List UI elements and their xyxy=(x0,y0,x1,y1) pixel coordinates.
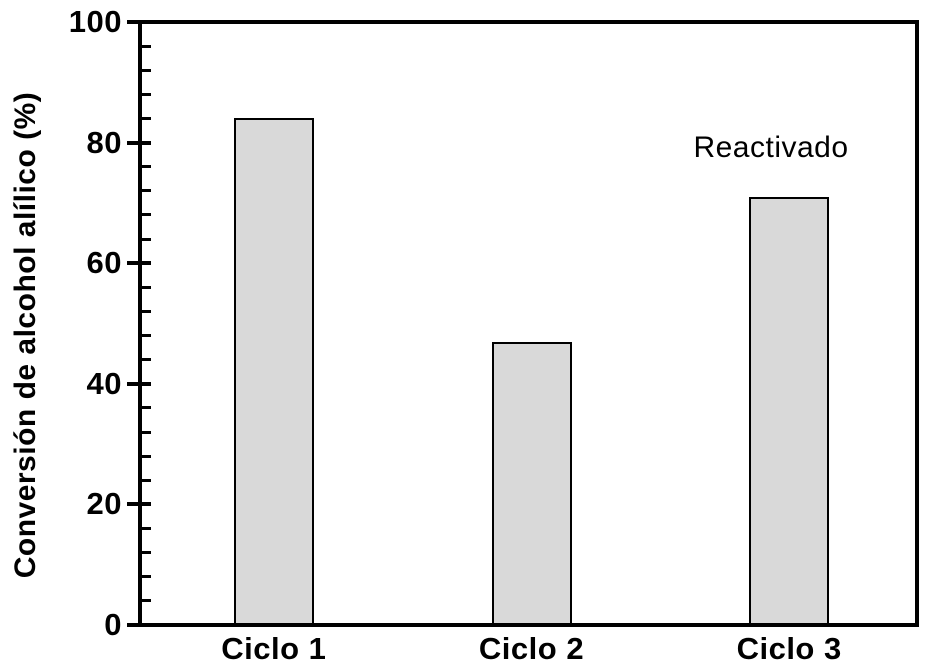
y-minor-tick xyxy=(142,165,151,169)
y-minor-tick xyxy=(142,309,151,313)
x-axis-label: Ciclo 2 xyxy=(478,631,585,666)
x-axis-label: Ciclo 1 xyxy=(221,631,327,666)
y-minor-tick xyxy=(142,406,151,410)
y-major-tick xyxy=(127,623,151,627)
y-minor-tick xyxy=(142,285,151,289)
y-major-tick xyxy=(127,261,151,266)
y-tick-label: 40 xyxy=(86,365,122,401)
y-minor-tick xyxy=(142,213,151,217)
x-axis-label: Ciclo 3 xyxy=(736,631,842,666)
y-tick-label: 60 xyxy=(86,245,122,281)
y-minor-tick xyxy=(142,599,151,603)
y-minor-tick xyxy=(142,527,151,531)
y-minor-tick xyxy=(142,478,151,482)
y-minor-tick xyxy=(142,551,151,555)
y-minor-tick xyxy=(142,237,151,241)
y-minor-tick xyxy=(142,68,151,72)
y-minor-tick xyxy=(142,575,151,579)
y-major-tick xyxy=(127,381,151,386)
y-tick-label: 20 xyxy=(86,486,122,522)
y-minor-tick xyxy=(142,358,151,362)
y-minor-tick xyxy=(142,44,151,48)
bar-ciclo-2 xyxy=(491,341,572,623)
y-major-tick xyxy=(127,20,151,24)
y-tick-label: 0 xyxy=(104,607,122,642)
y-major-tick xyxy=(127,502,151,507)
y-minor-tick xyxy=(142,116,151,120)
y-minor-tick xyxy=(142,454,151,458)
bar-ciclo-1 xyxy=(233,118,314,623)
y-minor-tick xyxy=(142,189,151,193)
y-tick-label: 80 xyxy=(86,124,122,160)
annotation-reactivado: Reactivado xyxy=(693,131,849,164)
y-minor-tick xyxy=(142,92,151,96)
bar-ciclo-3 xyxy=(749,196,830,623)
y-tick-label: 100 xyxy=(68,4,122,39)
y-minor-tick xyxy=(142,334,151,338)
y-minor-tick xyxy=(142,430,151,434)
y-major-tick xyxy=(127,140,151,145)
